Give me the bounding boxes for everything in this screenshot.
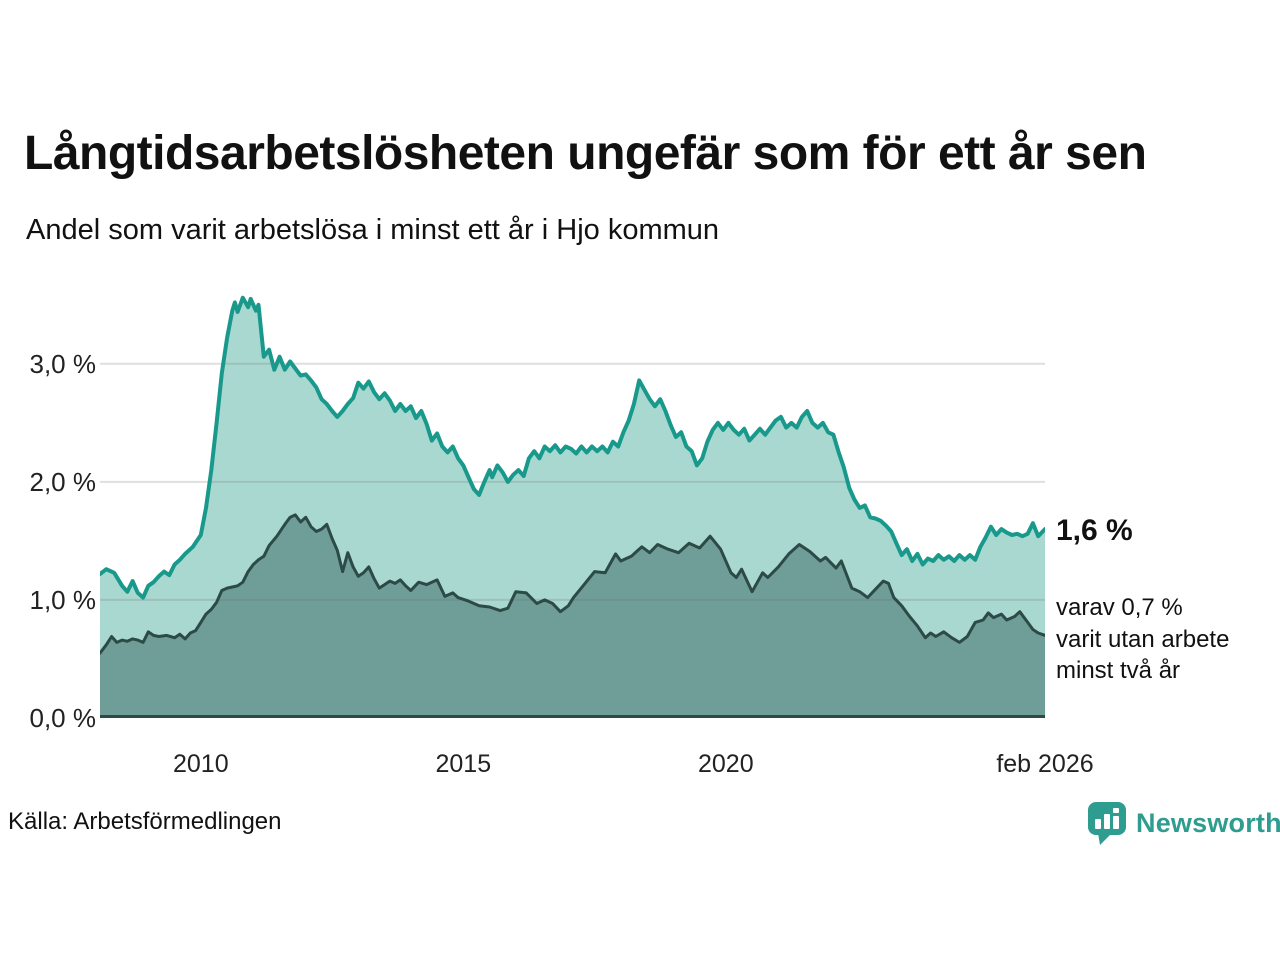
y-axis-label: 1,0 % <box>29 584 97 615</box>
chart-svg <box>100 295 1045 718</box>
x-axis-label: 2015 <box>435 750 492 778</box>
newsworthy-logo-icon <box>1088 802 1126 845</box>
newsworthy-logo-text: Newsworthy <box>1136 807 1280 838</box>
series-line-0 <box>100 295 1045 600</box>
y-axis-label: 2,0 % <box>29 466 97 497</box>
newsworthy-logo: Newsworthy <box>1086 800 1280 846</box>
y-axis-label: 0,0 % <box>29 703 97 733</box>
secondary-series-note: varav 0,7 % varit utan arbete minst två … <box>1056 594 1230 685</box>
y-axis-label: 3,0 % <box>29 348 97 379</box>
latest-value-label: 1,6 % <box>1056 514 1133 547</box>
page-title: Långtidsarbetslösheten ungefär som för e… <box>24 127 1147 180</box>
x-axis-label: 2010 <box>172 750 229 778</box>
series-line-1 <box>100 513 1045 655</box>
chart-subtitle: Andel som varit arbetslösa i minst ett å… <box>26 214 720 246</box>
source-attribution: Källa: Arbetsförmedlingen <box>8 808 282 835</box>
x-axis-label: 2020 <box>697 750 754 778</box>
x-axis-label: feb 2026 <box>996 750 1094 778</box>
series-area-1 <box>100 514 1045 718</box>
